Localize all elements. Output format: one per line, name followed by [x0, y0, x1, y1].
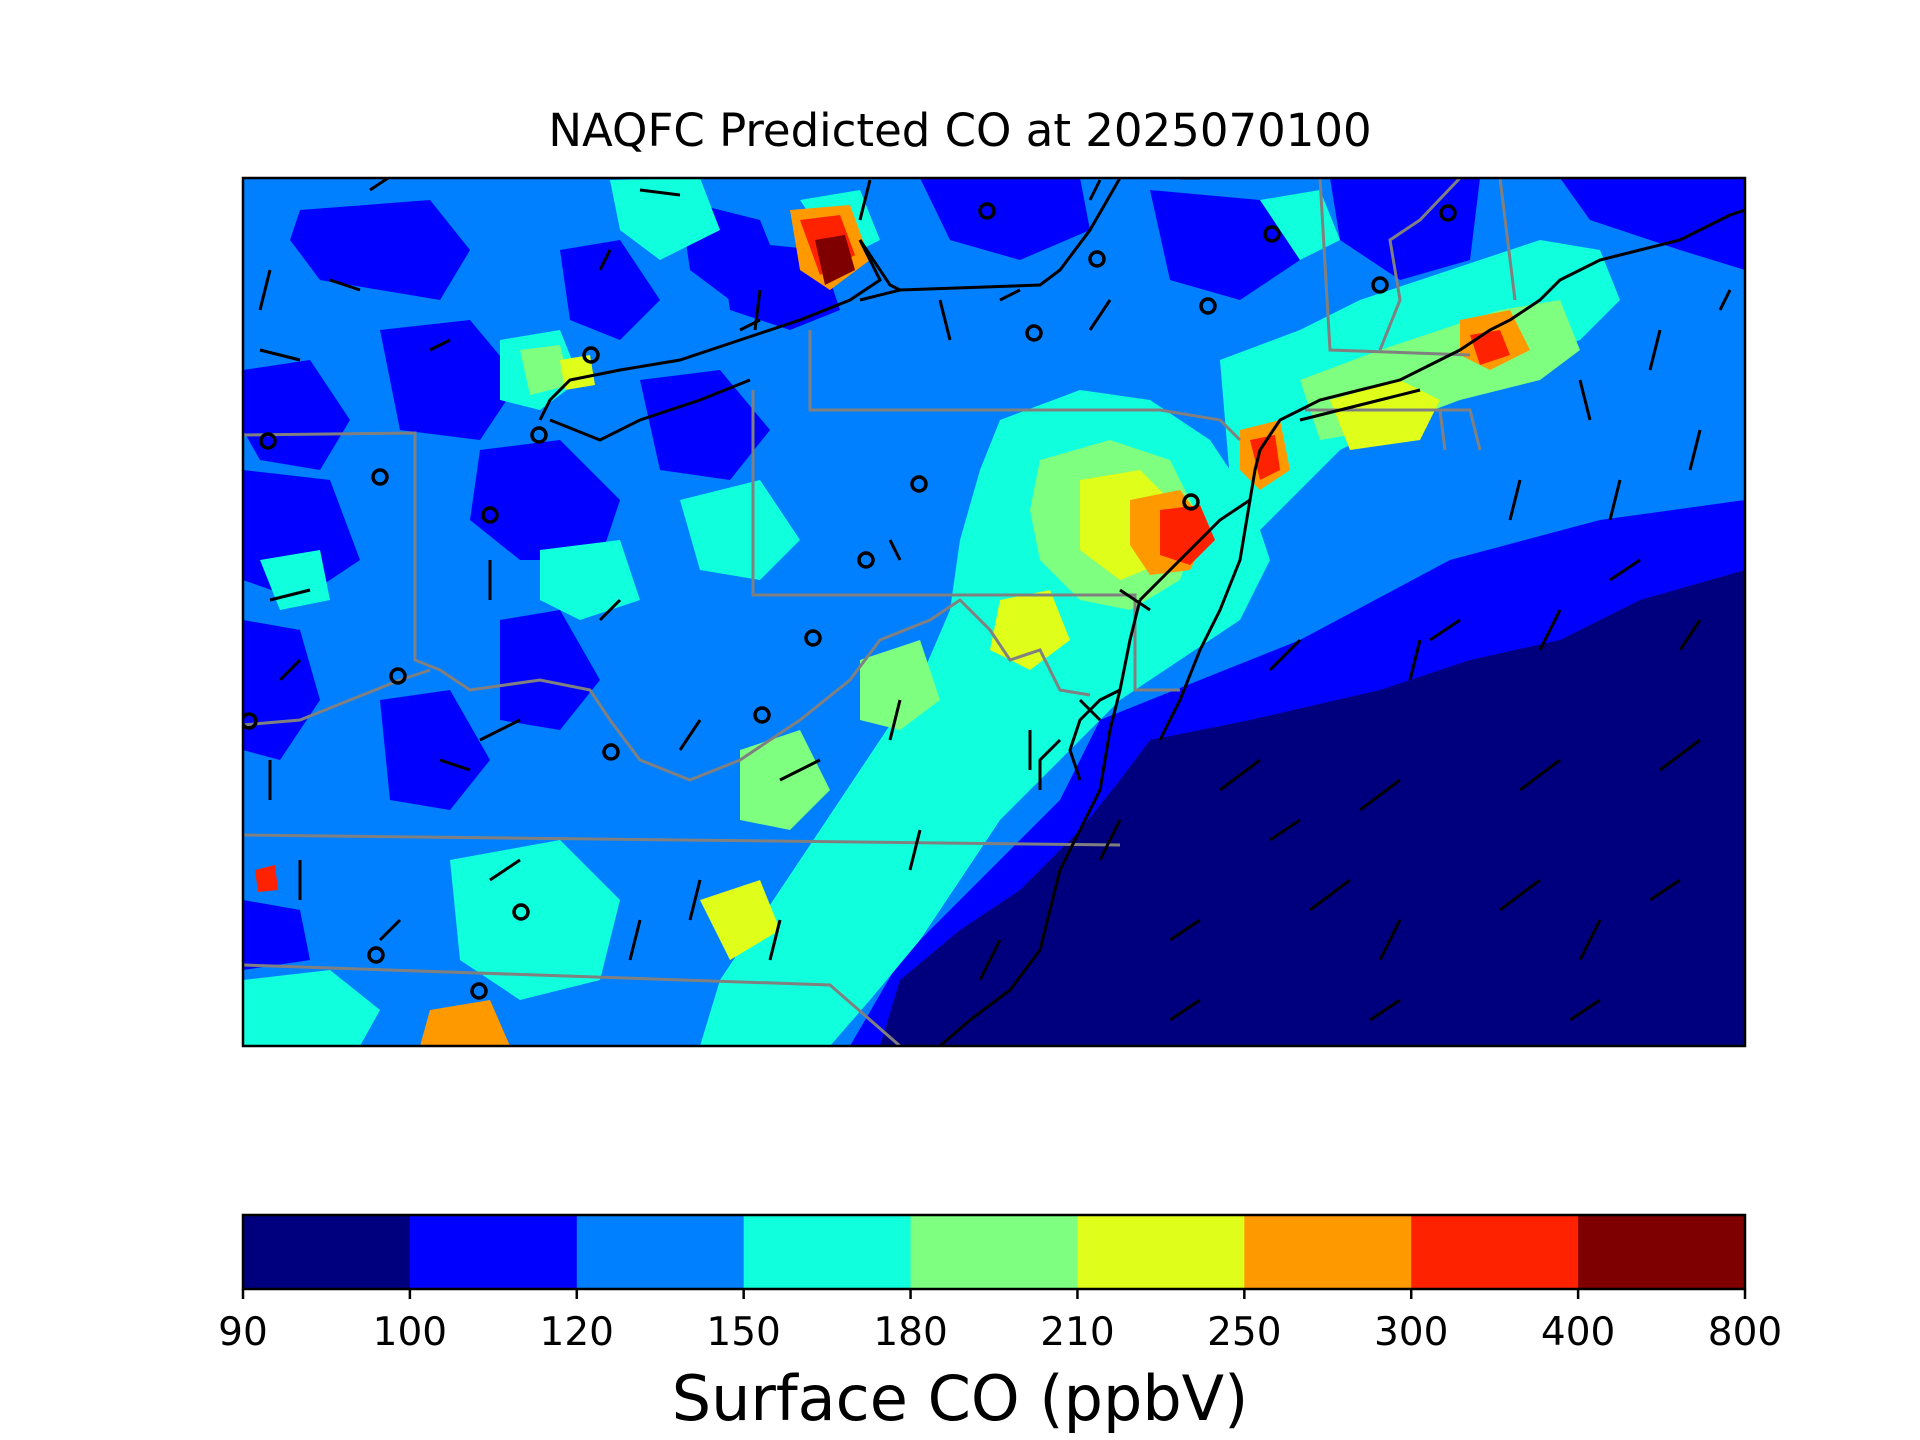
colorbar-frame: [241, 1213, 1747, 1291]
colorbar-segment: [743, 1215, 912, 1289]
co-field-400-800: [815, 235, 855, 285]
colorbar-tick-label: 800: [1707, 1310, 1783, 1355]
colorbar: [243, 1215, 1746, 1289]
colorbar-tick-label: 100: [372, 1310, 448, 1355]
colorbar-segment: [576, 1215, 745, 1289]
colorbar-tick-label: 180: [873, 1310, 948, 1355]
colorbar-segment: [409, 1215, 578, 1289]
co-field-210-250: [560, 355, 1440, 960]
colorbar-tick-label: 210: [1040, 1310, 1115, 1355]
coastlines: [538, 178, 1745, 1046]
calm-wind-circles: [243, 202, 1457, 1000]
state-boundaries: [243, 178, 1517, 1046]
co-field-90-100: [880, 570, 1745, 1046]
map-title: NAQFC Predicted CO at 2025070100: [548, 104, 1372, 157]
colorbar-segment: [1244, 1215, 1412, 1289]
colorbar-label: Surface CO (ppbV): [671, 1362, 1249, 1435]
colorbar-tick-label: 90: [218, 1310, 268, 1355]
colorbar-segment: [910, 1215, 1078, 1289]
colorbar-tick-label: 300: [1373, 1310, 1449, 1355]
map-frame: [241, 176, 1747, 1048]
colorbar-tick-label: 400: [1540, 1310, 1616, 1355]
colorbar-tick-label: 250: [1207, 1310, 1282, 1355]
colorbar-segment: [1578, 1215, 1746, 1289]
wind-barbs: [258, 178, 1732, 1022]
colorbar-tick-label: 120: [539, 1310, 614, 1355]
colorbar-segment: [1411, 1215, 1579, 1289]
map-area: [243, 178, 1745, 1046]
colorbar-ticks: [241, 1289, 1747, 1299]
colorbar-segment: [243, 1215, 411, 1289]
colorbar-tick-label: 150: [706, 1310, 781, 1355]
colorbar-segment: [1077, 1215, 1245, 1289]
